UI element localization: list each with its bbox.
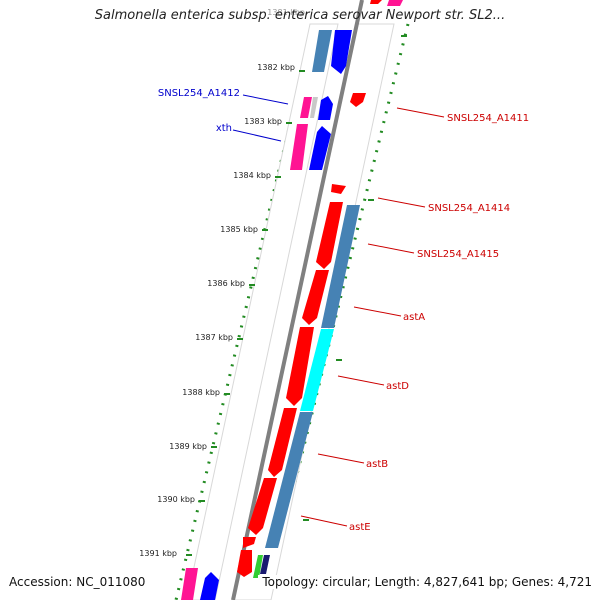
feature-blue-a1412 [318, 96, 333, 120]
feature-green-bottom [253, 555, 263, 578]
feature-pink-top [387, 0, 403, 6]
feature-steel-astb [265, 412, 313, 548]
accession-text: Accession: NC_011080 [9, 575, 146, 589]
leader-a1415 [367, 243, 415, 254]
leader-a1411 [396, 107, 445, 118]
leader-a1414 [377, 197, 426, 208]
outer-ticks [303, 35, 407, 521]
feature-grey-a1412 [310, 97, 318, 118]
ruler-label-1386: 1386 kbp [207, 279, 245, 288]
ruler-label-1391: 1391 kbp [139, 549, 177, 558]
ruler-label-1383: 1383 kbp [244, 117, 282, 126]
feature-pink-bottom [181, 568, 198, 600]
ruler-label-1387: 1387 kbp [195, 333, 233, 342]
ruler-label-1388: 1388 kbp [182, 388, 220, 397]
ruler-label-1385: 1385 kbp [220, 225, 258, 234]
gene-label-sn-a1415[interactable]: SNSL254_A1415 [417, 249, 499, 260]
ruler-label-1382: 1382 kbp [257, 63, 295, 72]
feature-steel-a1414 [321, 205, 360, 328]
ruler-label-1384: 1384 kbp [233, 171, 271, 180]
leader-astd [337, 375, 385, 386]
ruler-label-1390: 1390 kbp [157, 495, 195, 504]
feature-red-bottom-a [243, 537, 256, 548]
gene-label-aste[interactable]: astE [349, 522, 371, 533]
gene-label-xth[interactable]: xth [216, 123, 232, 134]
gene-label-asta[interactable]: astA [403, 312, 425, 323]
backbone [231, 0, 364, 601]
leader-aste [300, 515, 348, 527]
gene-label-sn-a1414[interactable]: SNSL254_A1414 [428, 203, 510, 214]
ruler-label-1389: 1389 kbp [169, 442, 207, 451]
leader-astb [317, 453, 365, 464]
feature-red-astd [286, 327, 314, 406]
feature-cyan-astd [300, 329, 334, 411]
feature-red-top [370, 0, 382, 4]
gene-label-astd[interactable]: astD [386, 381, 409, 392]
leader-asta [353, 306, 402, 317]
feature-red-a1414 [331, 184, 346, 194]
ruler-label-1381: 1381 kbp [267, 8, 305, 17]
feature-blue-xth [309, 126, 331, 170]
feature-red-aste [248, 478, 277, 535]
feature-navy-bottom [260, 555, 270, 574]
gene-label-sn-a1412[interactable]: SNSL254_A1412 [158, 88, 240, 99]
genome-title: Salmonella enterica subsp. enterica sero… [94, 8, 506, 23]
feature-blue-bottom [200, 572, 219, 600]
feature-red-a1415 [316, 202, 343, 269]
feature-red-bottom-b [237, 550, 252, 577]
leader-xth [232, 129, 282, 142]
leader-a1412 [242, 94, 289, 105]
gene-label-astb[interactable]: astB [366, 459, 388, 470]
feature-steel-top [312, 30, 332, 72]
feature-blue-top [331, 30, 352, 74]
feature-red-a1411 [350, 93, 366, 107]
feature-pink-xth [290, 124, 308, 170]
feature-pink-a1412 [300, 97, 312, 118]
genome-summary-text: Topology: circular; Length: 4,827,641 bp… [258, 575, 592, 589]
ruler-ticks [186, 70, 305, 556]
feature-red-asta [302, 270, 329, 325]
gene-label-sn-a1411[interactable]: SNSL254_A1411 [447, 113, 529, 124]
feature-red-astb [268, 408, 297, 477]
